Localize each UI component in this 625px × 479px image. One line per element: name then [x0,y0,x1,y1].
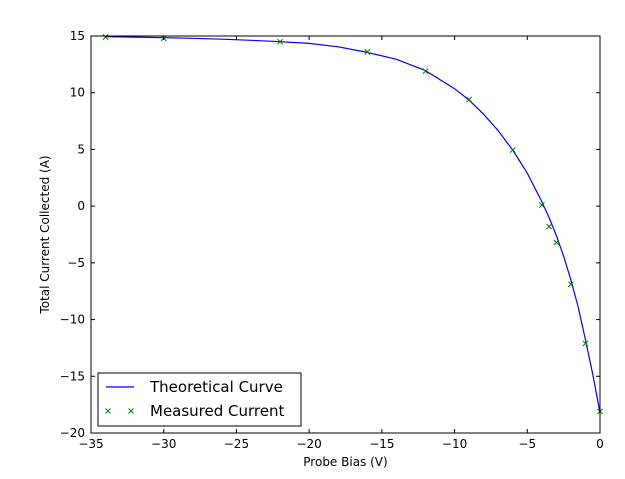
measured-point [466,96,473,103]
x-tick-label: −20 [296,437,321,451]
measured-point [553,239,560,246]
legend-marker-swatch [105,408,134,414]
ticks-layer: −35 −30 −25 −20 −15 −10 −5 0 −20 −15 −10 −5 0 5 10 15 [60,29,604,451]
x-tick-label: −5 [518,437,536,451]
y-tick-label: 15 [70,29,85,43]
measured-point [538,202,545,208]
measured-point [277,38,284,45]
x-tick-label: 0 [596,437,604,451]
y-tick-label: −15 [60,369,85,383]
x-tick-label: −35 [78,437,103,451]
y-tick-label: 5 [77,142,85,156]
x-tick-label: −10 [442,437,467,451]
plot-frame [90,35,601,434]
y-axis-label: Total Current Collected (A) [38,155,52,314]
plot-area [91,36,600,433]
x-tick-label: −15 [369,437,394,451]
y-tick-label: 10 [70,86,85,100]
legend-label-measured: Measured Current [150,402,284,420]
y-tick-label: −20 [60,426,85,440]
measured-point [102,34,109,41]
measured-point [422,68,429,75]
measured-point [364,48,371,55]
y-tick-label: −5 [67,256,85,270]
measured-point [546,223,553,230]
legend: Theoretical Curve Measured Current [97,372,302,427]
y-tick-label: 0 [77,199,85,213]
x-tick-label: −25 [224,437,249,451]
x-axis-label: Probe Bias (V) [303,455,387,469]
x-tick-label: −30 [151,437,176,451]
measured-point [582,340,589,347]
legend-box [97,372,302,427]
measured-point [567,281,574,288]
measured-point [509,147,516,153]
legend-label-theoretical: Theoretical Curve [149,378,283,396]
series-layer [102,34,603,415]
y-tick-label: −10 [60,313,85,327]
